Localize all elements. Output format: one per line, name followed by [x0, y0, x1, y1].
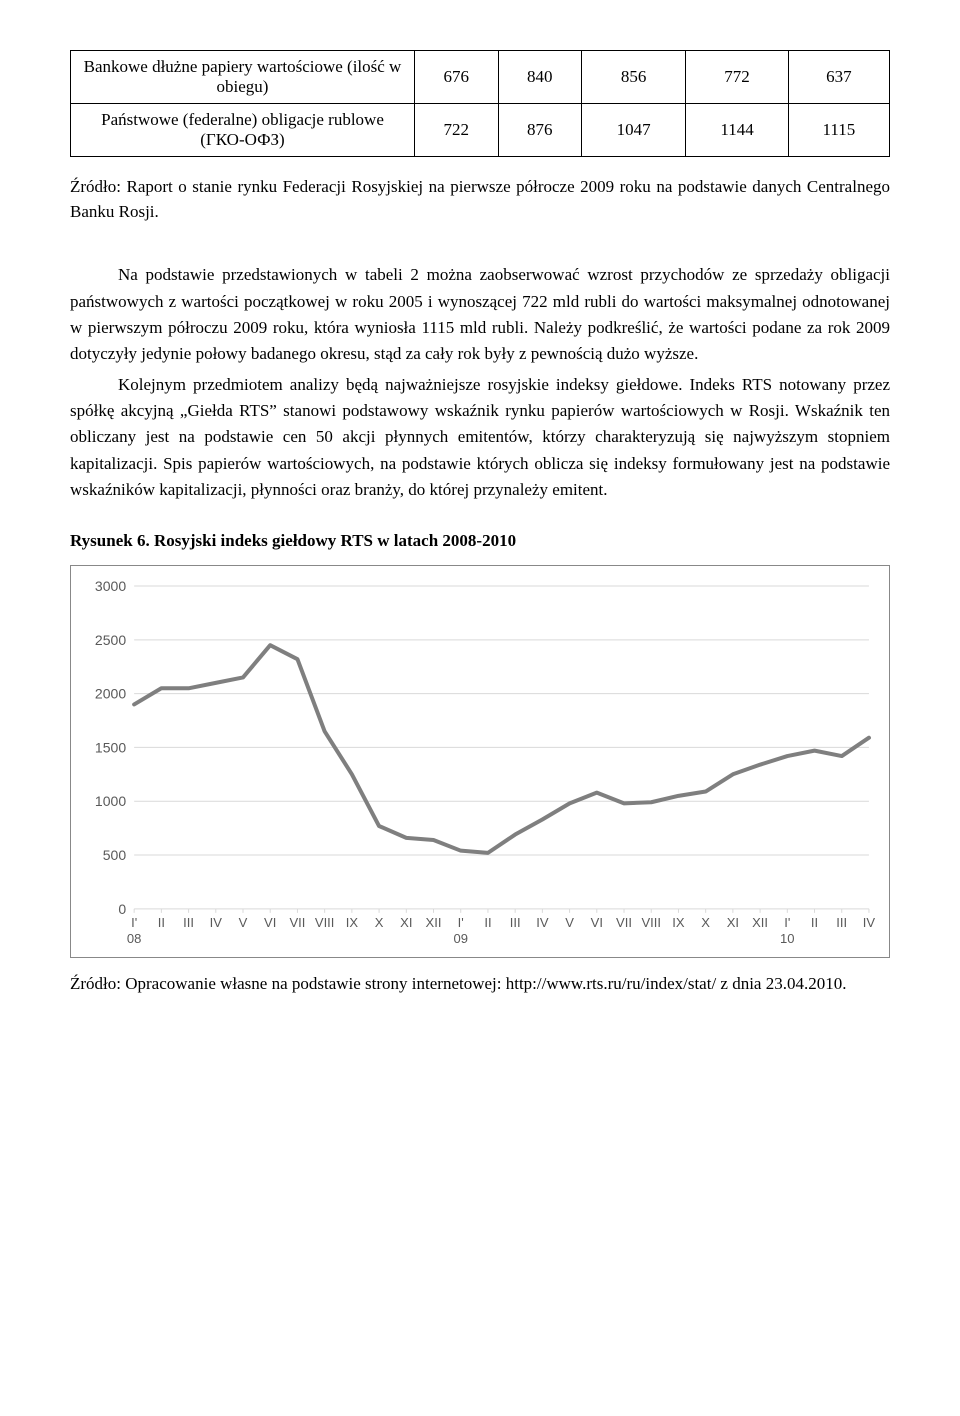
- svg-text:3000: 3000: [95, 578, 126, 594]
- svg-text:V: V: [565, 915, 574, 930]
- svg-text:VI: VI: [264, 915, 276, 930]
- svg-text:III: III: [183, 915, 194, 930]
- table-row: Państwowe (federalne) obligacje rublowe …: [71, 104, 890, 157]
- svg-text:0: 0: [118, 901, 126, 917]
- table-cell: 722: [414, 104, 498, 157]
- svg-text:VII: VII: [289, 915, 305, 930]
- svg-text:XII: XII: [752, 915, 768, 930]
- table-cell: 772: [686, 51, 789, 104]
- paragraph: Na podstawie przedstawionych w tabeli 2 …: [70, 262, 890, 367]
- svg-text:X: X: [375, 915, 384, 930]
- table-source: Źródło: Raport o stanie rynku Federacji …: [70, 175, 890, 224]
- table-cell-label: Bankowe dłużne papiery wartościowe (iloś…: [71, 51, 415, 104]
- svg-text:III: III: [510, 915, 521, 930]
- svg-text:08: 08: [127, 931, 141, 946]
- table-cell: 840: [498, 51, 582, 104]
- svg-text:III: III: [836, 915, 847, 930]
- svg-text:IV: IV: [863, 915, 876, 930]
- svg-text:X: X: [701, 915, 710, 930]
- svg-text:500: 500: [103, 847, 127, 863]
- svg-text:IV: IV: [210, 915, 223, 930]
- svg-text:1000: 1000: [95, 794, 126, 810]
- svg-text:I': I': [458, 915, 464, 930]
- table-cell: 856: [582, 51, 686, 104]
- table-cell: 876: [498, 104, 582, 157]
- svg-text:II: II: [484, 915, 491, 930]
- svg-text:VI: VI: [591, 915, 603, 930]
- table-cell-label: Państwowe (federalne) obligacje rublowe …: [71, 104, 415, 157]
- svg-text:XI: XI: [400, 915, 412, 930]
- svg-text:2500: 2500: [95, 632, 126, 648]
- svg-text:II: II: [158, 915, 165, 930]
- table-cell: 1115: [788, 104, 889, 157]
- svg-text:I': I': [784, 915, 790, 930]
- svg-text:VIII: VIII: [315, 915, 335, 930]
- svg-text:09: 09: [453, 931, 467, 946]
- svg-text:II: II: [811, 915, 818, 930]
- figure-title: Rysunek 6. Rosyjski indeks giełdowy RTS …: [70, 531, 890, 551]
- svg-text:IX: IX: [672, 915, 685, 930]
- line-chart: 050010001500200025003000I'IIIIIIVVVIVIIV…: [70, 565, 890, 958]
- table-cell: 676: [414, 51, 498, 104]
- svg-text:XII: XII: [426, 915, 442, 930]
- svg-text:VIII: VIII: [641, 915, 661, 930]
- svg-text:VII: VII: [616, 915, 632, 930]
- svg-text:V: V: [239, 915, 248, 930]
- table-cell: 637: [788, 51, 889, 104]
- table-cell: 1144: [686, 104, 789, 157]
- svg-text:10: 10: [780, 931, 794, 946]
- table-cell: 1047: [582, 104, 686, 157]
- data-table: Bankowe dłużne papiery wartościowe (iloś…: [70, 50, 890, 157]
- table-row: Bankowe dłużne papiery wartościowe (iloś…: [71, 51, 890, 104]
- chart-svg: 050010001500200025003000I'IIIIIIVVVIVIIV…: [79, 574, 881, 955]
- paragraph: Kolejnym przedmiotem analizy będą najważ…: [70, 372, 890, 504]
- svg-text:I': I': [131, 915, 137, 930]
- svg-text:1500: 1500: [95, 740, 126, 756]
- figure-source: Źródło: Opracowanie własne na podstawie …: [70, 972, 890, 997]
- svg-text:XI: XI: [727, 915, 739, 930]
- svg-text:IV: IV: [536, 915, 549, 930]
- svg-text:IX: IX: [346, 915, 359, 930]
- svg-text:2000: 2000: [95, 686, 126, 702]
